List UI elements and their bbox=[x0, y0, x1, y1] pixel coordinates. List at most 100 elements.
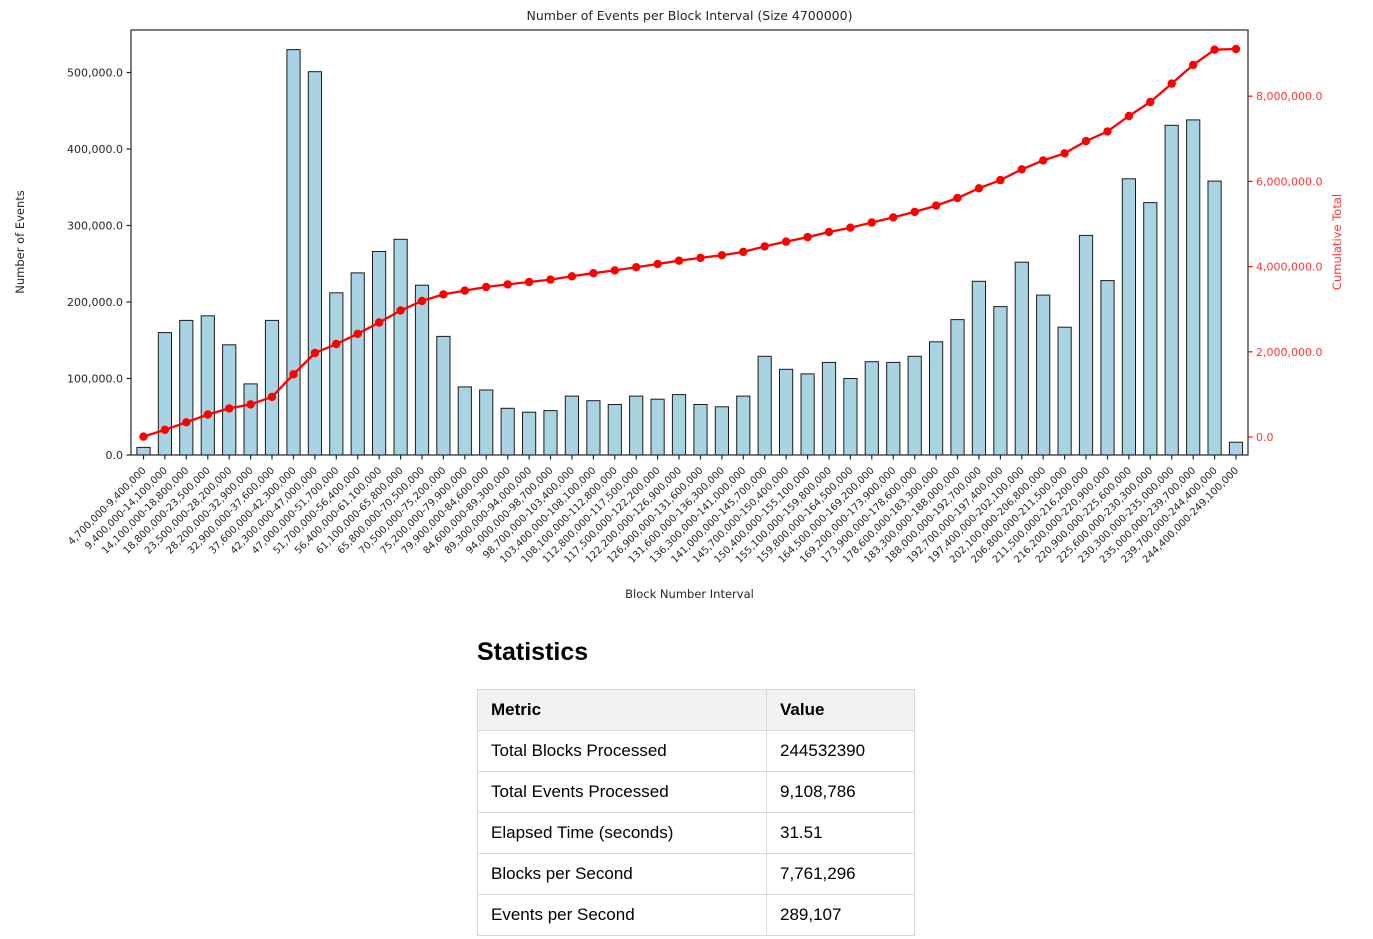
bar bbox=[586, 400, 601, 456]
bar bbox=[479, 389, 494, 456]
metric-cell: Elapsed Time (seconds) bbox=[477, 812, 767, 854]
cumulative-point bbox=[674, 256, 684, 265]
bar bbox=[222, 344, 237, 456]
bar bbox=[457, 386, 472, 456]
cumulative-point bbox=[417, 296, 427, 306]
y-left-tick-label: 200,000.0 bbox=[67, 296, 123, 309]
cumulative-point bbox=[996, 175, 1005, 185]
value-cell: 289,107 bbox=[766, 894, 915, 936]
table-header-row: Metric Value bbox=[477, 689, 915, 731]
bar bbox=[821, 361, 837, 456]
bar bbox=[864, 361, 879, 456]
bar bbox=[1186, 119, 1201, 456]
bar bbox=[1121, 178, 1137, 456]
bar bbox=[671, 394, 687, 456]
cumulative-point bbox=[546, 275, 555, 284]
metric-cell: Total Blocks Processed bbox=[477, 730, 767, 772]
value-cell: 9,108,786 bbox=[766, 771, 915, 813]
cumulative-point bbox=[396, 306, 405, 315]
bar bbox=[800, 373, 815, 456]
metric-cell: Blocks per Second bbox=[477, 853, 767, 895]
statistics-table: Metric Value Total Blocks Processed 24453… bbox=[477, 689, 915, 936]
cumulative-point bbox=[374, 318, 384, 327]
cumulative-point bbox=[739, 247, 748, 257]
bar bbox=[136, 446, 151, 456]
cumulative-point bbox=[353, 329, 362, 338]
bar bbox=[736, 395, 751, 456]
plot-border bbox=[130, 29, 1249, 456]
cumulative-point bbox=[1146, 97, 1155, 107]
bar bbox=[971, 280, 986, 456]
y-left-tick-label: 400,000.0 bbox=[67, 143, 123, 156]
cumulative-point bbox=[696, 253, 705, 263]
bar bbox=[243, 383, 258, 456]
bar bbox=[1228, 441, 1244, 456]
bar bbox=[179, 319, 194, 456]
y-left-tick-label: 0.0 bbox=[106, 449, 124, 462]
cumulative-point bbox=[1167, 79, 1176, 88]
cumulative-point bbox=[160, 425, 170, 434]
cumulative-point bbox=[632, 263, 641, 272]
bar bbox=[714, 406, 729, 456]
bar bbox=[1143, 202, 1158, 456]
metric-column-header: Metric bbox=[477, 689, 767, 731]
bar bbox=[1078, 234, 1094, 456]
cumulative-point bbox=[803, 232, 812, 242]
cumulative-point bbox=[717, 251, 727, 260]
y-right-tick-label: 0.0 bbox=[1256, 431, 1274, 444]
chart-canvas: 0.0 100,000.0 200,000.0 300,000.0 400,000.0 5… bbox=[66, 29, 1322, 566]
y-left-tick-label: 300,000.0 bbox=[67, 220, 123, 233]
bar bbox=[607, 404, 622, 456]
table-row: Total Events Processed 9,108,786 bbox=[477, 771, 915, 813]
cumulative-point bbox=[310, 348, 320, 358]
cumulative-point bbox=[846, 223, 855, 232]
value-cell: 244532390 bbox=[766, 730, 915, 772]
cumulative-point bbox=[567, 272, 577, 281]
y-axis-right-title: Cumulative Total bbox=[1330, 193, 1344, 291]
bar bbox=[372, 251, 387, 456]
chart-title: Number of Events per Block Interval (Siz… bbox=[526, 8, 853, 23]
value-column-header: Value bbox=[766, 689, 915, 731]
bar bbox=[200, 315, 215, 456]
bar bbox=[779, 368, 794, 456]
cumulative-point bbox=[910, 207, 919, 217]
cumulative-point bbox=[1060, 149, 1069, 158]
cumulative-point bbox=[503, 280, 512, 289]
bar bbox=[1036, 294, 1051, 456]
cumulative-point bbox=[589, 269, 598, 278]
cumulative-point bbox=[332, 339, 341, 349]
cumulative-point bbox=[953, 193, 962, 203]
bar bbox=[993, 306, 1008, 456]
cumulative-point bbox=[1231, 44, 1241, 54]
bar bbox=[950, 319, 965, 456]
cumulative-point bbox=[1124, 111, 1134, 121]
bar bbox=[307, 71, 322, 456]
cumulative-point bbox=[182, 418, 191, 427]
cumulative-point bbox=[139, 432, 148, 441]
metric-cell: Events per Second bbox=[477, 894, 767, 936]
bar bbox=[436, 335, 451, 456]
cumulative-point bbox=[1039, 156, 1048, 165]
cumulative-point bbox=[1081, 136, 1091, 146]
bar bbox=[1164, 124, 1179, 456]
table-row: Total Blocks Processed 244532390 bbox=[477, 730, 915, 772]
bar bbox=[264, 319, 280, 456]
cumulative-point bbox=[203, 410, 212, 419]
x-axis-title: Block Number Interval bbox=[625, 587, 754, 601]
statistics-section: Statistics Metric Value Total Blocks Pro… bbox=[477, 638, 957, 936]
cumulative-point bbox=[460, 286, 469, 295]
y-axis-left-title: Number of Events bbox=[13, 190, 27, 294]
x-axis: 4,700,000-9,400,0009,400,000-14,100,0001… bbox=[66, 455, 1241, 566]
bar bbox=[1057, 326, 1072, 456]
y-right-tick-label: 6,000,000.0 bbox=[1256, 175, 1322, 188]
cumulative-point bbox=[1210, 45, 1219, 54]
cumulative-point bbox=[482, 282, 491, 292]
cumulative-point bbox=[974, 184, 984, 193]
cumulative-point bbox=[760, 242, 769, 251]
cumulative-point bbox=[267, 392, 277, 402]
bar bbox=[543, 410, 558, 456]
bar bbox=[286, 49, 301, 456]
bar bbox=[393, 238, 408, 456]
y-axis-right: 0.0 2,000,000.0 4,000,000.0 6,000,000.0 8,00… bbox=[1248, 90, 1322, 444]
